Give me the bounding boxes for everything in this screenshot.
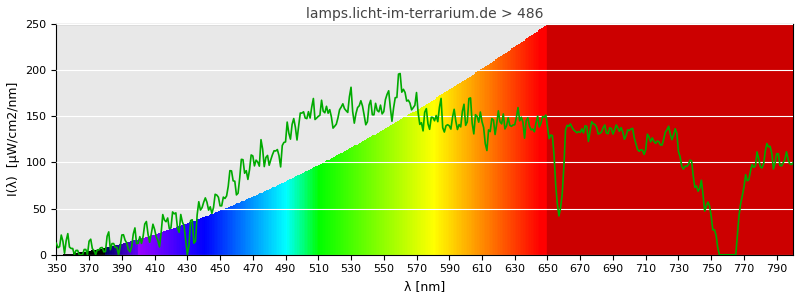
Title: lamps.licht-im-terrarium.de > 486: lamps.licht-im-terrarium.de > 486 — [306, 7, 543, 21]
Bar — [547, 23, 793, 255]
X-axis label: λ [nm]: λ [nm] — [404, 280, 446, 293]
Y-axis label: I(λ)  [µW/cm2/nm]: I(λ) [µW/cm2/nm] — [7, 82, 20, 196]
